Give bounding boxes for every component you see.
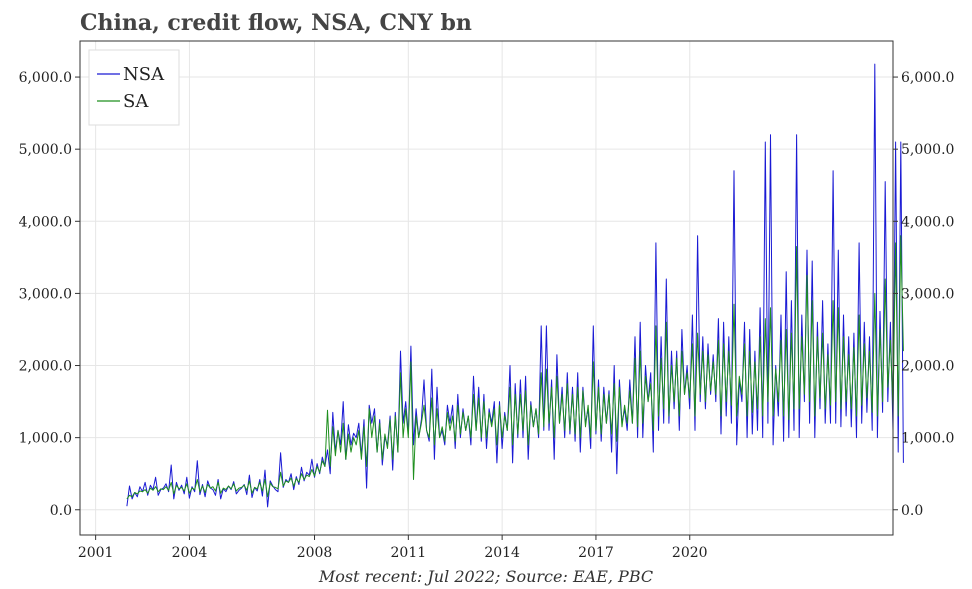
y-tick-label-right: 0.0 [901, 503, 923, 519]
x-tick-label: 2004 [172, 545, 208, 561]
y-tick-label-right: 4,000.0 [901, 214, 954, 230]
series-line-sa [126, 235, 904, 500]
y-tick-label-left: 2,000.0 [19, 359, 72, 375]
plot-frame [79, 40, 894, 536]
y-tick-label-left: 1,000.0 [19, 431, 72, 447]
x-tick-label: 2011 [391, 545, 427, 561]
y-tick-label-left: 4,000.0 [19, 214, 72, 230]
y-tick-label-right: 1,000.0 [901, 431, 954, 447]
y-tick-label-right: 6,000.0 [901, 70, 954, 86]
y-tick-label-left: 5,000.0 [19, 142, 72, 158]
legend-box [88, 49, 180, 126]
x-tick-label: 2008 [297, 545, 333, 561]
y-tick-label-right: 2,000.0 [901, 359, 954, 375]
axes: 0.0 0.0 1,000.0 1,000.0 2,000.0 2,000.0 3,000.… [19, 70, 955, 561]
y-tick-label-right: 3,000.0 [901, 286, 954, 302]
y-tick-label-left: 6,000.0 [19, 70, 72, 86]
legend: NSA SA [88, 49, 180, 126]
series-layer [126, 63, 904, 508]
y-tick-label-left: 3,000.0 [19, 286, 72, 302]
y-tick-label-left: 0.0 [50, 503, 72, 519]
legend-label-sa: SA [123, 91, 149, 112]
y-tick-label-right: 5,000.0 [901, 142, 954, 158]
chart-title: China, credit flow, NSA, CNY bn [80, 10, 472, 36]
series-line-nsa [126, 63, 904, 508]
x-tick-label: 2020 [672, 545, 708, 561]
x-tick-label: 2014 [484, 545, 520, 561]
grid-lines [80, 41, 893, 535]
legend-label-nsa: NSA [123, 64, 165, 85]
x-tick-label: 2001 [78, 545, 114, 561]
x-tick-label: 2017 [578, 545, 614, 561]
chart-footer: Most recent: Jul 2022; Source: EAE, PBC [318, 567, 653, 586]
